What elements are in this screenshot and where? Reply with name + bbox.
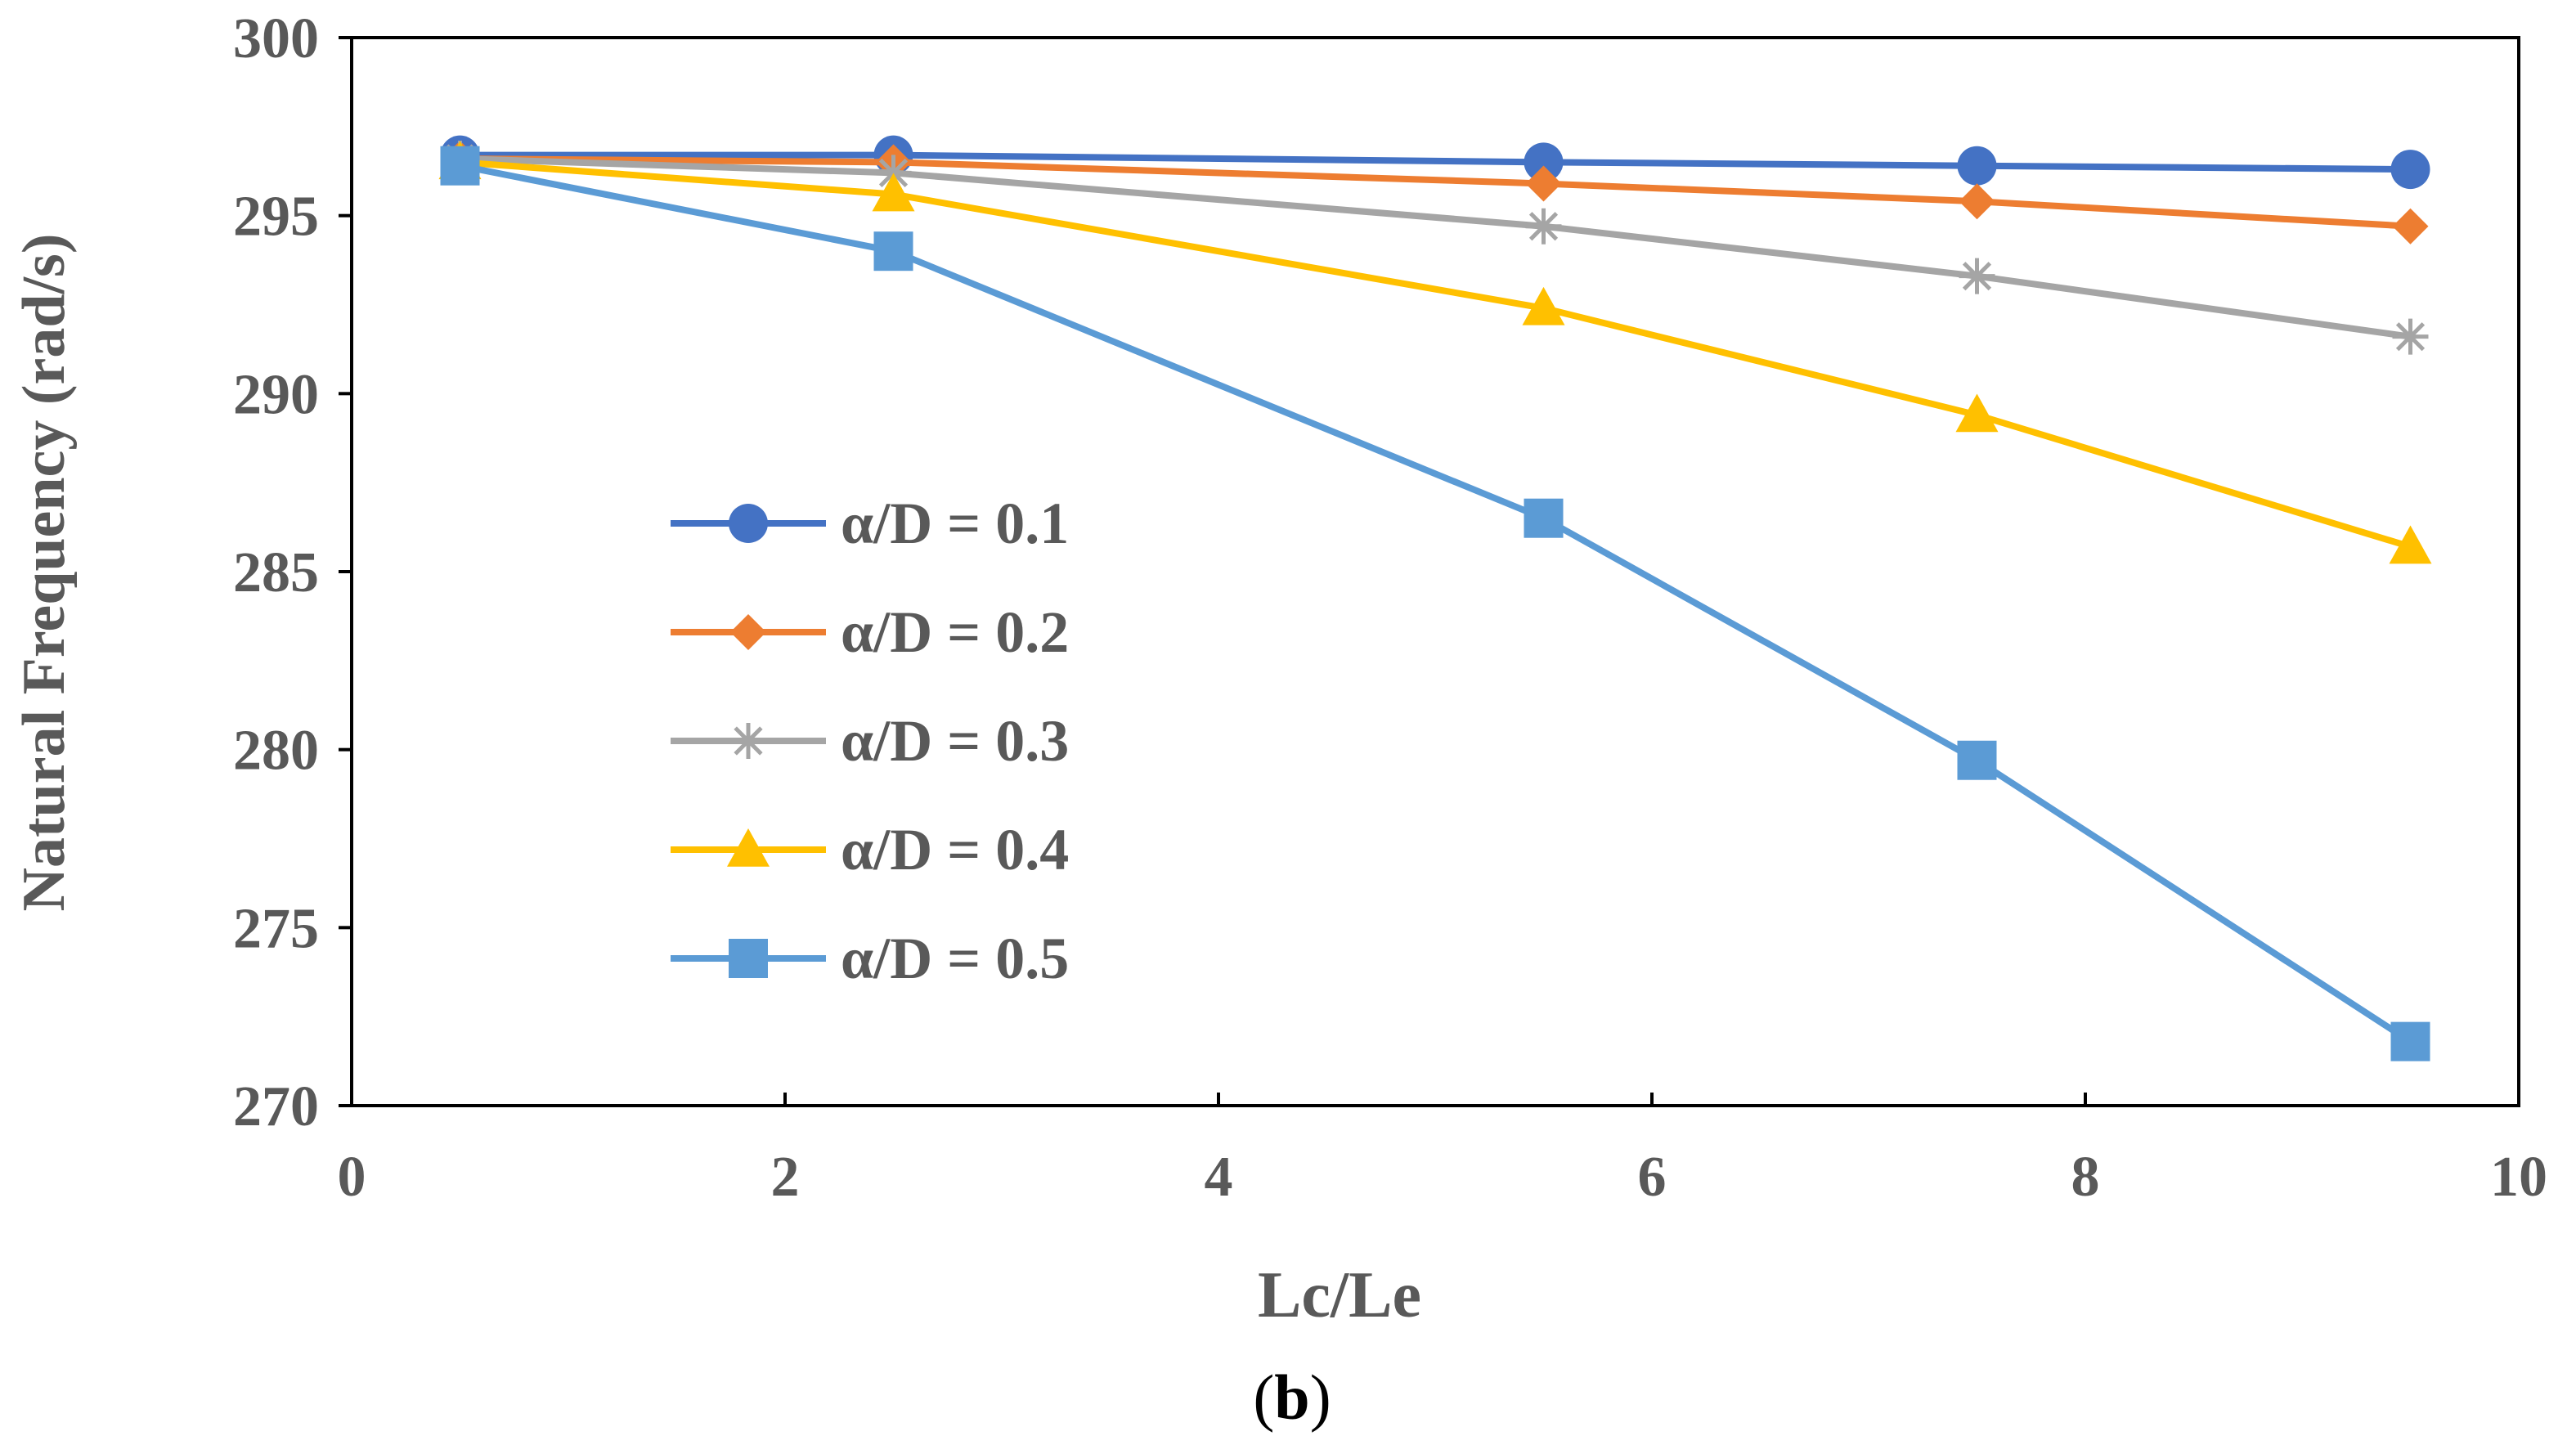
y-axis-label: Natural Frequency (rad/s) bbox=[11, 234, 78, 912]
legend-label: α/D = 0.1 bbox=[841, 491, 1069, 556]
x-axis-ticks: 0 2 4 6 8 10 bbox=[338, 1093, 2547, 1209]
legend-marker bbox=[729, 939, 768, 978]
x-tick-label: 6 bbox=[1638, 1146, 1667, 1209]
legend-entry: α/D = 0.5 bbox=[671, 926, 1069, 991]
legend-entry: α/D = 0.1 bbox=[671, 491, 1069, 556]
figure-caption: (b) bbox=[1253, 1362, 1331, 1433]
series-5 bbox=[440, 146, 2430, 1061]
legend-label: α/D = 0.4 bbox=[841, 817, 1069, 882]
y-tick-label: 300 bbox=[233, 7, 319, 70]
data-point bbox=[1957, 146, 1997, 186]
y-tick-label: 275 bbox=[233, 897, 319, 960]
legend-label: α/D = 0.5 bbox=[841, 926, 1069, 991]
data-point bbox=[2389, 525, 2432, 564]
caption-letter: b bbox=[1274, 1362, 1309, 1433]
y-axis-ticks: 270 275 280 285 290 295 300 bbox=[233, 7, 352, 1138]
data-point bbox=[873, 231, 913, 271]
data-point bbox=[1959, 183, 1995, 220]
data-point bbox=[1957, 740, 1997, 780]
caption-close-paren: ) bbox=[1310, 1362, 1331, 1433]
legend-entry: α/D = 0.4 bbox=[671, 817, 1069, 882]
legend-label: α/D = 0.3 bbox=[841, 708, 1069, 774]
data-point bbox=[1525, 165, 1562, 202]
x-tick-label: 0 bbox=[338, 1146, 366, 1209]
legend-marker bbox=[729, 504, 768, 543]
x-tick-label: 4 bbox=[1205, 1146, 1233, 1209]
series-layer bbox=[438, 135, 2432, 1061]
data-point bbox=[2392, 318, 2429, 355]
series-1 bbox=[440, 135, 2430, 190]
data-point bbox=[1525, 208, 1562, 245]
caption-open-paren: ( bbox=[1253, 1362, 1274, 1433]
y-tick-label: 295 bbox=[233, 186, 319, 249]
data-point bbox=[2390, 1021, 2430, 1061]
legend: α/D = 0.1 α/D = 0.2 α/D = 0.3 α/D = 0.4 α/D … bbox=[671, 491, 1069, 991]
legend-marker bbox=[727, 828, 770, 867]
y-tick-label: 285 bbox=[233, 541, 319, 604]
data-point bbox=[2392, 208, 2429, 245]
data-point bbox=[1522, 286, 1565, 325]
x-tick-label: 2 bbox=[771, 1146, 800, 1209]
legend-entry: α/D = 0.3 bbox=[671, 708, 1069, 774]
x-tick-label: 8 bbox=[2071, 1146, 2100, 1209]
legend-label: α/D = 0.2 bbox=[841, 599, 1069, 665]
legend-marker bbox=[730, 614, 766, 650]
data-point bbox=[1959, 258, 1995, 294]
data-point bbox=[1524, 498, 1564, 538]
y-tick-label: 290 bbox=[233, 363, 319, 426]
y-tick-label: 280 bbox=[233, 720, 319, 783]
plot-area bbox=[350, 36, 2520, 1107]
legend-entry: α/D = 0.2 bbox=[671, 599, 1069, 665]
data-point bbox=[1955, 393, 1999, 433]
legend-marker bbox=[730, 723, 766, 759]
data-point bbox=[2390, 150, 2430, 190]
data-point bbox=[440, 146, 480, 186]
data-point bbox=[1524, 142, 1564, 182]
x-axis-label: Lc/Le bbox=[1258, 1259, 1421, 1331]
x-tick-label: 10 bbox=[2490, 1146, 2547, 1209]
y-tick-label: 270 bbox=[233, 1075, 319, 1138]
data-point bbox=[872, 173, 915, 212]
